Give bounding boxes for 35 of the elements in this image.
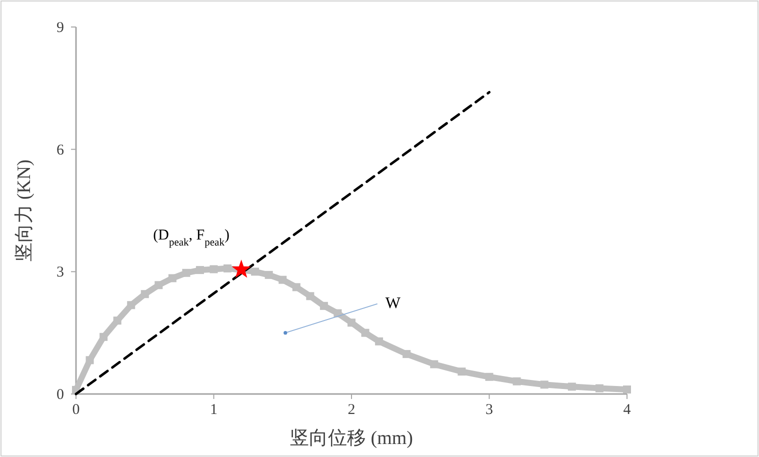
y-tick-label: 0 [56,387,64,403]
x-tick-label: 3 [486,402,493,418]
point [361,328,370,337]
point [375,337,384,346]
point [264,270,273,279]
annotation: (D$_{peak}$, F$_{peak}$) [153,228,230,248]
point [278,276,287,284]
x-tick-label: 4 [623,402,632,418]
y-tick-label: 9 [56,20,64,36]
point [320,302,328,310]
x-tick-label: 1 [210,402,218,418]
point [402,350,411,358]
point [168,274,176,282]
annotation: W [385,294,402,312]
point [251,268,260,276]
x-axis-title: 竖向位移 (mm) [290,428,413,449]
point [292,283,300,292]
y-axis-title: 竖向力 (KN) [14,160,35,262]
point [348,318,356,327]
point [182,268,190,277]
point [232,260,251,278]
y-tick-label: 3 [56,264,64,281]
point [306,292,314,300]
point [430,360,438,368]
y-tick-label: 6 [56,142,64,158]
point [113,316,122,325]
point [127,301,136,310]
x-tick-label: 0 [72,402,80,418]
x-tick-label: 2 [348,402,356,418]
point [224,264,232,272]
point [623,386,631,394]
point [140,290,149,298]
point [154,281,163,290]
point [100,332,108,341]
point [86,356,94,364]
